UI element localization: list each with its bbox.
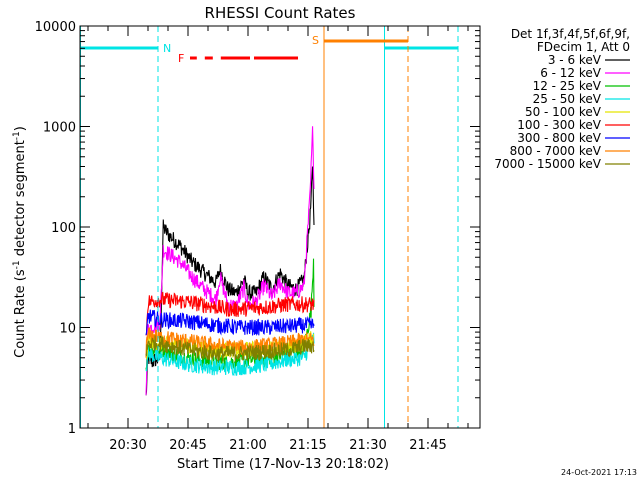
series-line-7000-15000-kev bbox=[145, 335, 315, 362]
footer-timestamp: 24-Oct-2021 17:13 bbox=[561, 468, 637, 477]
data-layer bbox=[145, 126, 315, 396]
y-axis-label: Count Rate (s-1 detector segment-1) bbox=[12, 126, 28, 358]
saa-flag-label: S bbox=[312, 34, 319, 47]
legend-label-3-6-kev: 3 - 6 keV bbox=[548, 53, 602, 67]
flare-flag-label: F bbox=[178, 52, 184, 65]
chart-title: RHESSI Count Rates bbox=[205, 4, 356, 22]
axis-layer: 1 10 100 1000 10000 20:30 20:45 21:00 21:15 21:30… bbox=[35, 20, 480, 453]
y-tick-label: 10000 bbox=[35, 20, 76, 35]
legend-label-7000-15000-kev: 7000 - 15000 keV bbox=[494, 157, 601, 171]
legend-label-300-800-kev: 300 - 800 keV bbox=[517, 131, 601, 145]
x-tick-label: 21:45 bbox=[409, 438, 446, 453]
y-axis-label-part-2: detector segment bbox=[13, 140, 28, 260]
legend-label-800-7000-kev: 800 - 7000 keV bbox=[510, 144, 602, 158]
legend-label-25-50-kev: 25 - 50 keV bbox=[533, 92, 602, 106]
y-axis-label-exponent-1: -1 bbox=[12, 260, 22, 269]
legend-label-6-12-kev: 6 - 12 keV bbox=[540, 66, 602, 80]
x-tick-label: 20:30 bbox=[109, 438, 146, 453]
flag-layer: NF S bbox=[80, 26, 459, 428]
legend-label-12-25-kev: 12 - 25 keV bbox=[533, 79, 602, 93]
x-tick-label: 21:30 bbox=[349, 438, 386, 453]
y-tick-label: 1 bbox=[68, 422, 76, 437]
y-axis-label-exponent-2: -1 bbox=[12, 131, 22, 140]
series-line-25-50-kev bbox=[145, 332, 315, 377]
x-tick-label: 21:00 bbox=[229, 438, 266, 453]
legend: Det 1f,3f,4f,5f,6f,9f, FDecim 1, Att 0 3… bbox=[494, 27, 630, 171]
x-tick-label: 21:15 bbox=[289, 438, 326, 453]
legend-label-50-100-kev: 50 - 100 keV bbox=[525, 105, 602, 119]
x-axis-label: Start Time (17-Nov-13 20:18:02) bbox=[177, 457, 389, 472]
series-line-800-7000-kev bbox=[145, 327, 315, 358]
series-line-3-6-kev bbox=[145, 166, 315, 396]
y-tick-label: 10 bbox=[59, 322, 76, 337]
legend-header-line-2: FDecim 1, Att 0 bbox=[537, 40, 630, 54]
legend-header-line-1: Det 1f,3f,4f,5f,6f,9f, bbox=[511, 27, 630, 41]
y-tick-label: 100 bbox=[51, 221, 76, 236]
series-line-300-800-kev bbox=[145, 309, 315, 337]
y-tick-label: 1000 bbox=[43, 121, 76, 136]
y-axis-label-part-3: ) bbox=[13, 126, 28, 131]
legend-label-100-300-kev: 100 - 300 keV bbox=[517, 118, 601, 132]
series-line-100-300-kev bbox=[145, 291, 315, 336]
x-tick-label: 20:45 bbox=[169, 438, 206, 453]
y-axis-label-part-1: Count Rate (s bbox=[13, 269, 28, 358]
night-flag-label: N bbox=[163, 42, 171, 55]
